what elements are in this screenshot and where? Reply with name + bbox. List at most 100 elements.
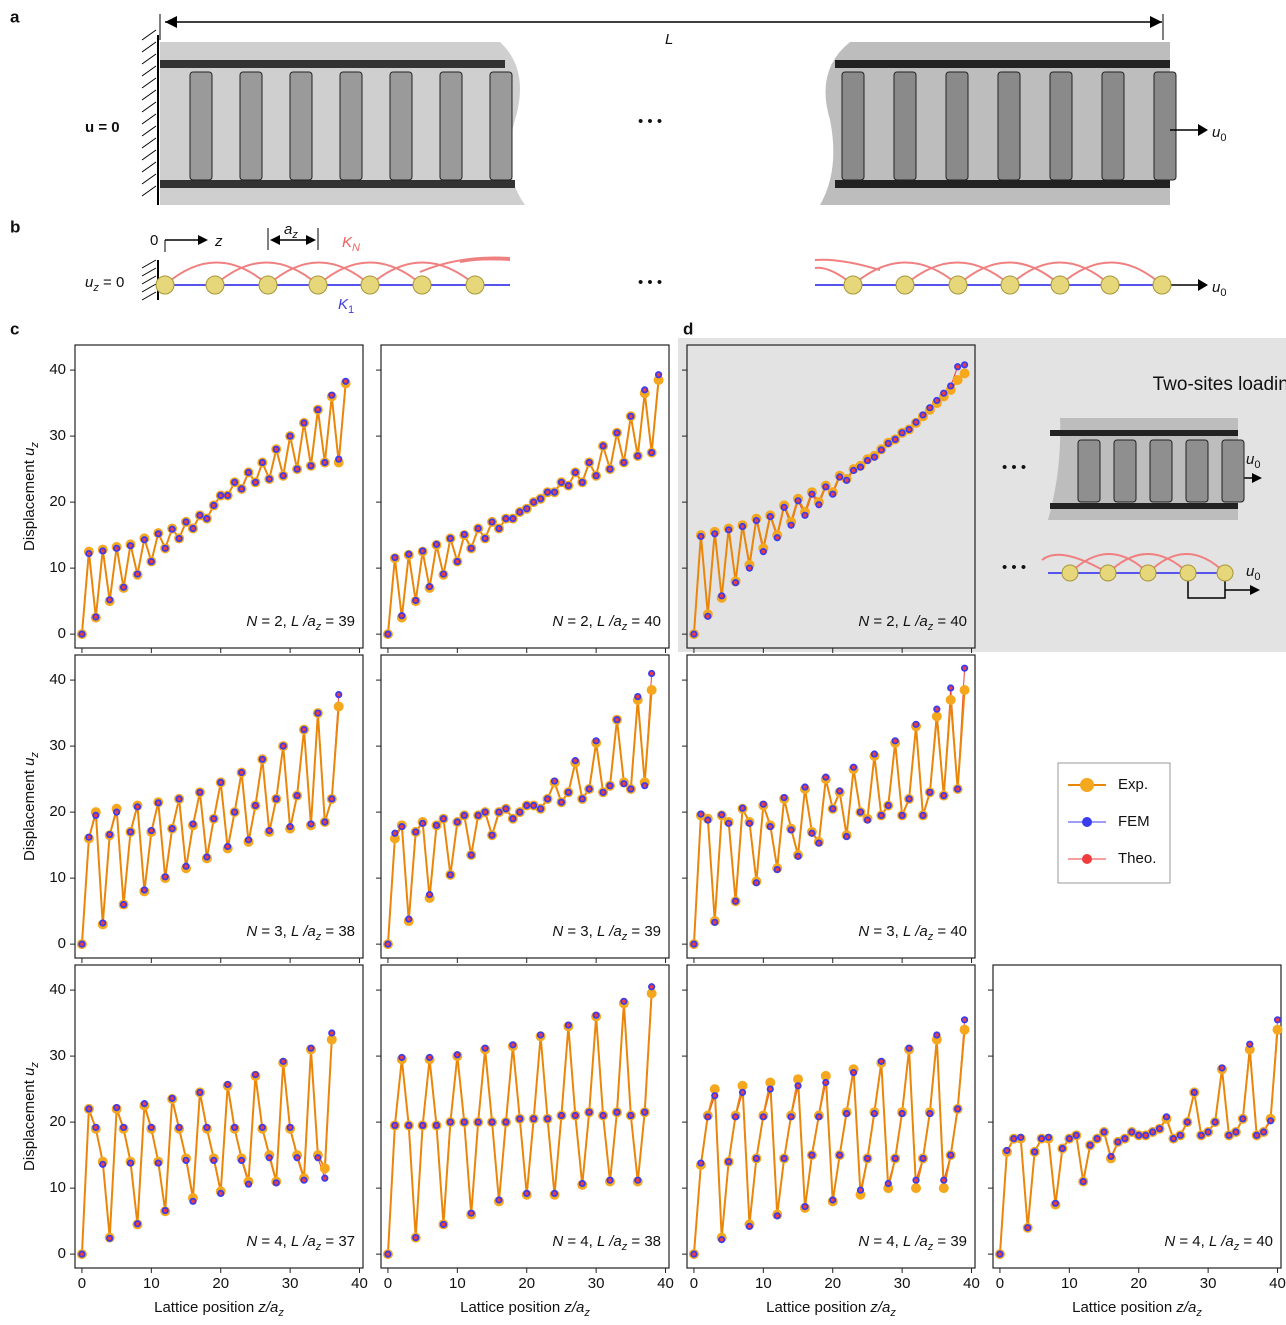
theo-point [156,531,161,536]
theo-point [524,1191,529,1196]
theo-point [706,614,710,619]
k1-symbol: K [338,296,349,313]
legend-marker [1080,778,1094,792]
x-tick-label: 10 [449,1275,466,1292]
x-axis-label: Lattice position z/az [766,1299,896,1319]
theo-point [719,1237,724,1242]
theo-point [844,1111,849,1116]
x-tick-label: 30 [588,1275,605,1292]
theo-point [413,830,418,834]
theo-point [156,801,161,805]
panel-annotation-part: /a [911,923,928,940]
panel-annotation-part: = 40 [1239,1233,1273,1250]
theo-point [941,793,946,798]
theo-point [329,393,334,397]
x-axis-label-part: /a [265,1299,279,1316]
panel-annotation: N = 3, L /az = 39 [552,923,661,943]
theo-point [1005,1148,1009,1153]
theo-point [427,1055,432,1060]
theo-point [900,430,904,435]
theo-point [448,1120,453,1124]
theo-point [295,467,299,471]
spring-arc [1069,553,1149,574]
panel-annotation-part: /a [299,613,316,630]
x-axis-label-part: z [563,1299,572,1316]
lattice-cell [439,71,463,181]
theo-point [733,580,738,585]
panel-annotation-part: L [291,613,299,630]
plot-frame [992,964,1282,1269]
theo-point [719,812,724,817]
theo-point [955,1107,960,1111]
theo-point [1150,1130,1155,1134]
theo-point [594,739,598,743]
lattice-cell [1221,439,1245,503]
theo-point [921,413,925,417]
load-symbol: u [1212,124,1221,141]
panel-annotation-part: L [597,613,605,630]
panel-annotation-part: /a [299,923,316,940]
theo-point [441,816,446,821]
theo-point [941,1178,946,1183]
panel-annotation-part: = 4, [869,1233,903,1250]
spring-arc [267,261,371,286]
lattice-cell [997,71,1021,181]
y-tick-label: 10 [49,1179,66,1196]
panel-annotation-part: N [858,1233,869,1250]
panel-annotation-part: = 3, [869,923,903,940]
theo-point [608,467,612,471]
theo-point [706,818,710,822]
theo-point [886,1181,891,1186]
theo-point [281,744,285,748]
theo-point [218,493,223,498]
theo-point [1220,1066,1224,1070]
theo-point [205,1125,209,1130]
x-tick-label: 30 [282,1275,299,1292]
theo-point [1088,1143,1092,1148]
panel-annotation-part: L [291,923,299,940]
exp-point [765,1077,776,1088]
theo-point [406,1123,411,1128]
theo-point [712,920,717,925]
theo-point [622,460,626,465]
theo-point [260,757,265,762]
hatch [141,185,157,197]
lattice-cell [893,71,917,181]
x-tick-label: 30 [1200,1275,1217,1292]
theo-point [87,1107,91,1111]
theo-point [733,899,738,904]
legend-label: FEM [1118,813,1150,830]
theo-point [1116,1140,1120,1144]
theo-point [316,1155,320,1160]
theo-point [810,1153,814,1157]
theo-point [476,1120,480,1124]
theo-point [907,797,911,801]
theo-point [810,831,814,836]
panel-annotation-part: = 40 [933,923,967,940]
panel-annotation-part: L [291,1233,299,1250]
origin-label: 0 [150,232,158,249]
panel-annotation-part: L [903,613,911,630]
theo-point [309,1046,313,1050]
theo-point [761,1115,766,1119]
x-tick-label: 20 [824,1275,841,1292]
panel-annotation: N = 3, L /az = 38 [246,923,355,943]
x-axis-label-part: z [277,1307,284,1319]
theo-point [497,810,501,814]
bead [1216,564,1234,582]
theo-point [434,1123,439,1128]
theo-point [879,448,884,452]
load-symbol: u [1246,451,1255,468]
theo-point [559,800,564,805]
theo-point [587,460,591,465]
panel-annotation: N = 4, L /az = 38 [552,1233,661,1253]
lattice-cell [1101,71,1125,181]
theo-point [239,770,244,775]
spacing-symbol: a [284,221,292,238]
theo-point [434,823,439,828]
theo-point [803,513,807,518]
theo-point [400,613,404,618]
theo-point [511,516,515,521]
theo-point [184,864,188,869]
